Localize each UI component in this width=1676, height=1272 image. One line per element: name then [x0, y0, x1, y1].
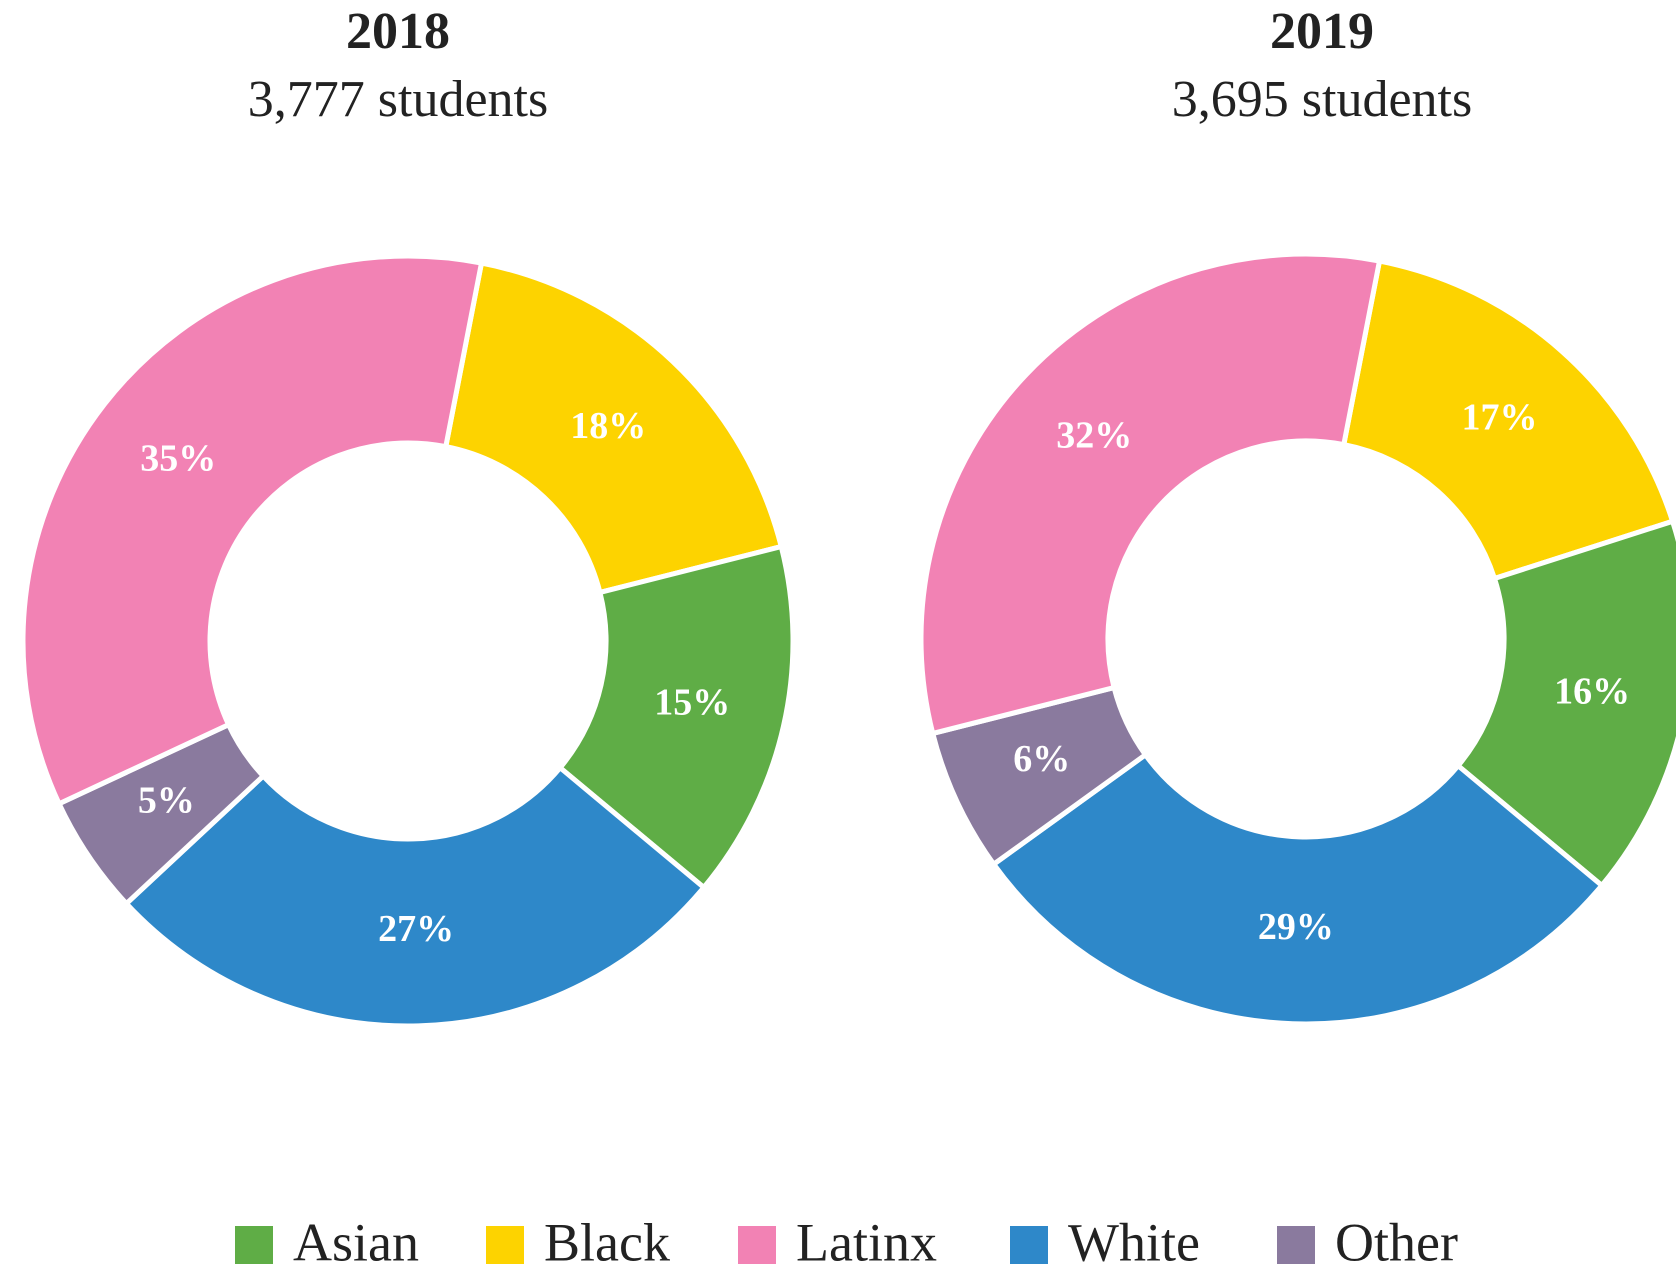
data-label: 18% — [570, 405, 646, 447]
legend-swatch — [738, 1226, 776, 1264]
donut-segment — [1454, 518, 1676, 889]
legend-label: Black — [544, 1212, 670, 1272]
donut-segment — [990, 751, 1606, 1027]
legend-swatch — [1277, 1226, 1315, 1264]
chart-subtitle: 3,695 students — [1172, 71, 1472, 128]
chart-title: 2019 — [1270, 3, 1374, 60]
donut-segment — [442, 260, 785, 596]
data-label: 27% — [378, 908, 454, 950]
data-label: 29% — [1258, 906, 1334, 948]
donut-segment — [1340, 258, 1676, 582]
legend-swatch — [486, 1226, 524, 1264]
data-label: 15% — [654, 681, 730, 723]
legend-label: White — [1068, 1212, 1200, 1272]
legend-swatch — [235, 1226, 273, 1264]
donut-segment — [122, 764, 708, 1029]
data-label: 5% — [138, 780, 195, 822]
donut-segment — [556, 543, 796, 891]
data-label: 16% — [1554, 670, 1630, 712]
chart-subtitle: 3,777 students — [248, 71, 548, 128]
legend-swatch — [1010, 1226, 1048, 1264]
chart-title: 2018 — [346, 3, 450, 60]
data-label: 35% — [140, 437, 216, 479]
donut-segment — [918, 251, 1383, 737]
data-label: 6% — [1013, 738, 1070, 780]
legend-label: Latinx — [796, 1212, 937, 1272]
legend-label: Other — [1335, 1212, 1458, 1272]
data-label: 32% — [1056, 414, 1132, 456]
donut-segment — [20, 253, 485, 808]
legend-label: Asian — [293, 1212, 419, 1272]
data-label: 17% — [1462, 397, 1538, 439]
